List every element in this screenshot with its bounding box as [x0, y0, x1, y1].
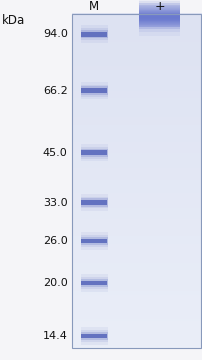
Bar	[81, 144, 108, 162]
Text: 20.0: 20.0	[43, 278, 68, 288]
Bar	[81, 330, 108, 342]
Bar	[72, 14, 201, 348]
Text: 26.0: 26.0	[43, 236, 68, 246]
Text: kDa: kDa	[2, 14, 25, 27]
Bar	[81, 85, 108, 96]
Bar	[81, 279, 108, 287]
Bar	[139, 12, 180, 13]
Text: 45.0: 45.0	[43, 148, 68, 158]
Bar	[81, 281, 107, 285]
Bar	[139, 4, 180, 30]
Bar	[81, 327, 108, 345]
Text: 33.0: 33.0	[43, 198, 68, 207]
Bar	[81, 147, 108, 159]
Bar	[139, 14, 180, 15]
Bar	[81, 28, 108, 40]
Bar	[81, 88, 107, 93]
Bar	[139, 16, 180, 17]
Bar	[139, 26, 180, 27]
Bar	[139, 18, 180, 19]
Bar	[139, 15, 180, 16]
Bar	[139, 25, 180, 26]
Bar	[81, 200, 107, 205]
Bar	[139, 0, 180, 36]
Bar	[81, 333, 107, 338]
Bar	[81, 82, 108, 99]
Bar	[81, 149, 108, 157]
Bar	[81, 30, 108, 39]
Bar	[139, 5, 180, 6]
Text: M: M	[89, 0, 99, 13]
Bar	[81, 232, 108, 250]
Bar	[139, 10, 180, 11]
Bar	[139, 24, 180, 25]
Bar	[139, 23, 180, 24]
Bar	[81, 32, 107, 37]
Bar	[139, 20, 180, 21]
Text: 94.0: 94.0	[43, 29, 68, 39]
Bar	[139, 1, 180, 32]
Bar	[139, 7, 180, 8]
Bar	[81, 237, 108, 245]
Bar	[81, 274, 108, 292]
Bar	[139, 22, 180, 23]
Bar	[139, 8, 180, 9]
Bar	[139, 13, 180, 14]
Bar	[139, 6, 180, 7]
Text: 14.4: 14.4	[43, 331, 68, 341]
Bar	[81, 239, 107, 243]
Text: 66.2: 66.2	[43, 86, 68, 96]
Bar	[139, 19, 180, 20]
Bar	[81, 235, 108, 247]
Bar	[139, 9, 180, 10]
Bar	[81, 86, 108, 95]
Bar	[81, 194, 108, 211]
Bar	[81, 25, 108, 43]
Bar	[81, 332, 108, 340]
Bar	[81, 198, 108, 207]
Text: +: +	[154, 0, 165, 13]
Bar	[81, 197, 108, 208]
Bar	[81, 277, 108, 289]
Bar	[81, 150, 107, 155]
Bar	[139, 17, 180, 18]
Bar	[139, 21, 180, 22]
